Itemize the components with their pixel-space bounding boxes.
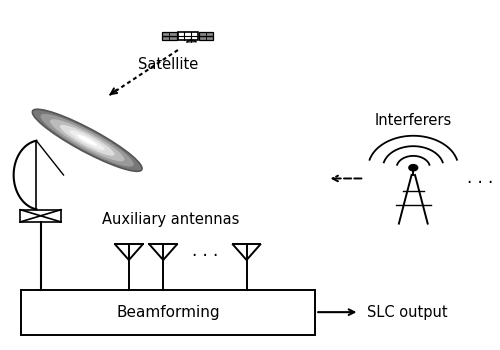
Text: Interferers: Interferers [374,113,452,128]
Bar [199,32,213,36]
Bar [162,32,176,36]
Text: SLC output: SLC output [366,304,448,320]
Text: . . .: . . . [467,169,493,188]
Ellipse shape [40,114,134,167]
Circle shape [409,164,418,171]
Ellipse shape [50,119,124,161]
Text: Auxiliary antennas: Auxiliary antennas [102,212,239,227]
Bar [178,32,198,40]
Ellipse shape [32,109,142,171]
Text: Satellite: Satellite [138,57,198,72]
Bar [162,36,176,40]
Ellipse shape [70,130,105,150]
Text: . . .: . . . [192,243,218,260]
Text: Beamforming: Beamforming [116,304,220,320]
Ellipse shape [60,125,114,156]
Bar [21,289,315,335]
Ellipse shape [78,135,97,146]
Bar [199,36,213,40]
